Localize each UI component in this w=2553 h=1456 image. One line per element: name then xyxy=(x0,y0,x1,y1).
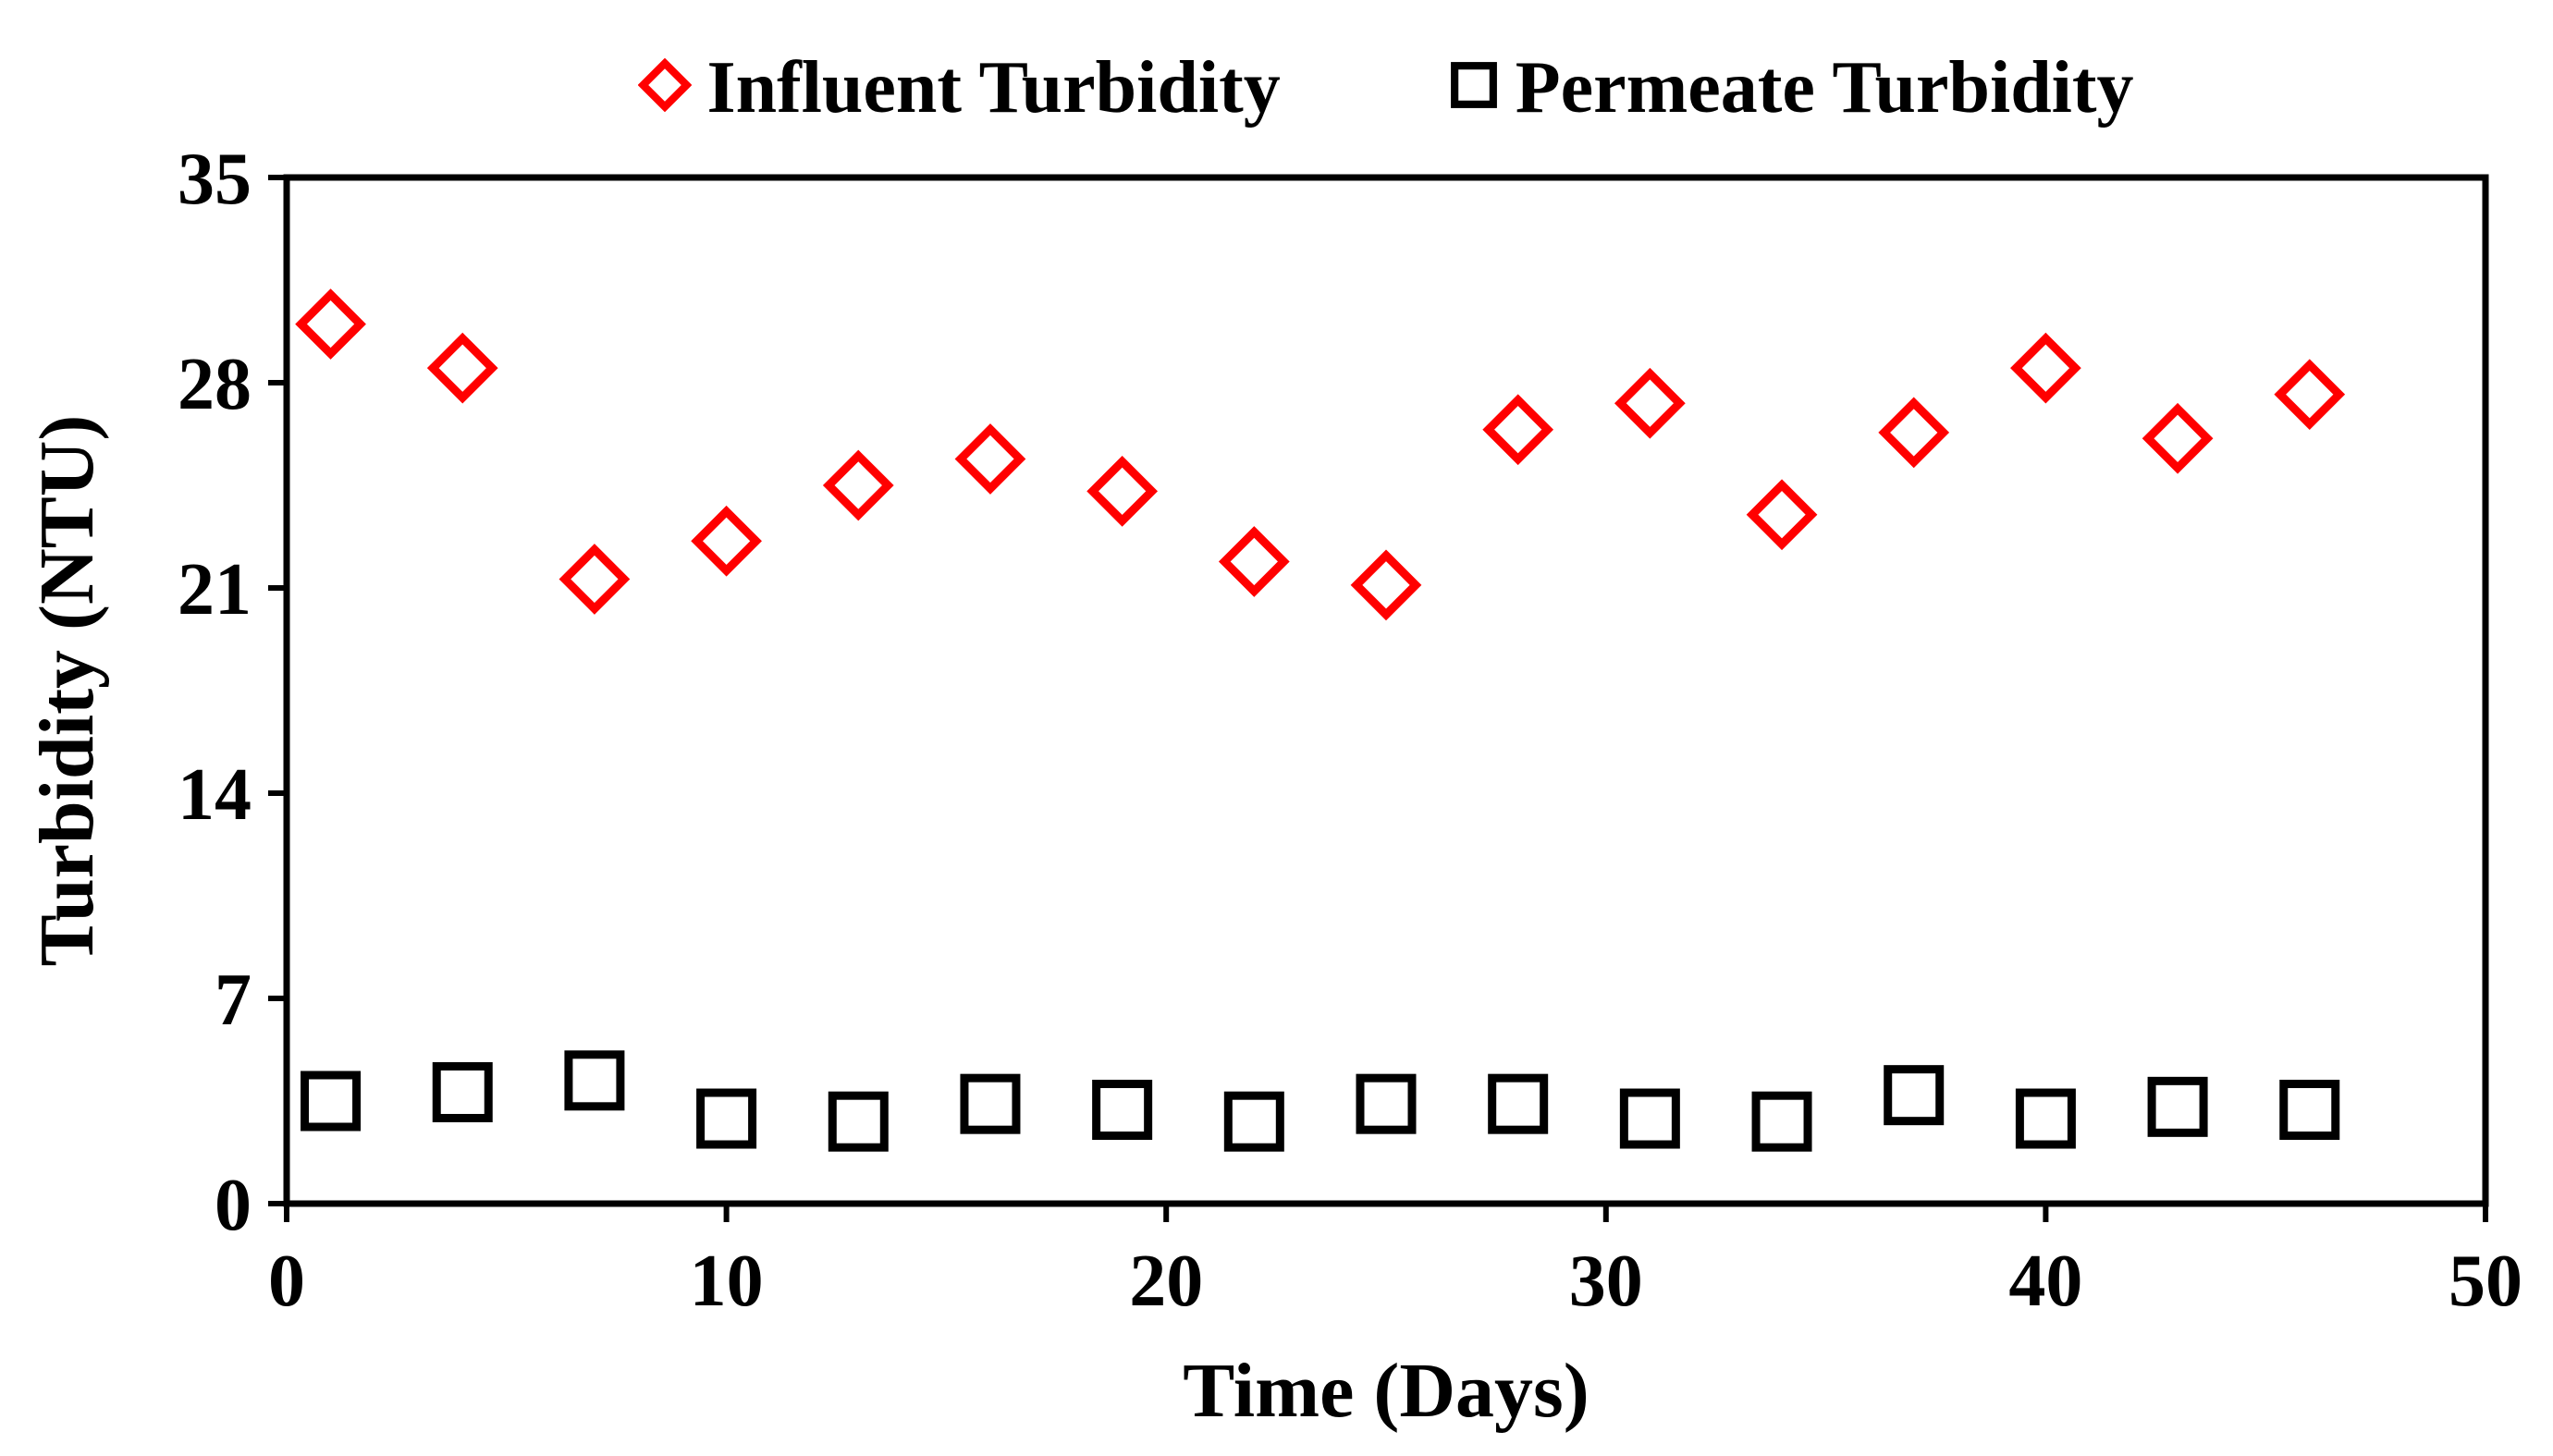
y-tick-label: 35 xyxy=(178,139,252,220)
data-series xyxy=(295,288,2346,1152)
data-point xyxy=(1619,1088,1680,1149)
y-tick-label: 28 xyxy=(178,344,252,425)
data-point xyxy=(1086,455,1159,527)
data-point xyxy=(2279,1080,2340,1141)
legend-diamond-shape xyxy=(638,57,693,113)
data-point xyxy=(1092,1080,1153,1141)
data-point xyxy=(432,1061,493,1122)
legend-item-influent: Influent Turbidity xyxy=(638,47,1281,128)
data-point xyxy=(1878,397,1950,469)
data-point xyxy=(2274,359,2346,431)
data-point xyxy=(2147,1076,2208,1137)
data-point xyxy=(1751,1091,1812,1152)
y-tick-label: 7 xyxy=(215,960,252,1041)
x-tick-label: 50 xyxy=(2449,1241,2522,1322)
x-axis-title: Time (Days) xyxy=(1183,1348,1589,1434)
data-point xyxy=(1614,367,1686,439)
square-marker-icon xyxy=(1447,51,1501,125)
x-tick-label: 0 xyxy=(268,1241,305,1322)
axis-tick-labels: 0 10 20 30 40 50 0 7 14 21 28 35 xyxy=(178,139,2522,1322)
data-point xyxy=(564,1050,625,1111)
plot-area-border xyxy=(283,174,2489,1207)
x-tick-label: 40 xyxy=(2008,1241,2082,1322)
legend-label-permeate: Permeate Turbidity xyxy=(1515,47,2134,128)
data-point xyxy=(301,1071,362,1132)
axis-ticks xyxy=(268,175,2488,1222)
legend-label-influent: Influent Turbidity xyxy=(706,47,1281,128)
diamond-marker-icon xyxy=(638,51,693,125)
x-tick-label: 20 xyxy=(1129,1241,1203,1322)
data-point xyxy=(954,423,1026,495)
data-point xyxy=(828,1091,889,1152)
data-point xyxy=(696,1088,757,1149)
data-point xyxy=(1350,549,1422,621)
data-point xyxy=(295,288,366,360)
legend-square-shape xyxy=(1450,62,1497,108)
data-point xyxy=(2142,402,2214,474)
data-point xyxy=(1223,1091,1284,1152)
series-square xyxy=(301,1050,2340,1152)
legend-item-permeate: Permeate Turbidity xyxy=(1447,51,2134,125)
y-tick-label: 0 xyxy=(215,1165,252,1246)
data-point xyxy=(1218,526,1290,597)
data-point xyxy=(960,1073,1021,1134)
data-point xyxy=(822,449,894,521)
data-point xyxy=(1482,394,1554,466)
x-tick-label: 30 xyxy=(1569,1241,1643,1322)
y-tick-label: 14 xyxy=(178,754,252,836)
data-point xyxy=(1746,479,1818,551)
data-point xyxy=(558,544,631,615)
data-point xyxy=(691,505,762,577)
y-axis-title: Turbidity (NTU) xyxy=(24,415,110,967)
data-point xyxy=(1356,1073,1417,1134)
series-diamond xyxy=(295,288,2346,621)
data-point xyxy=(2015,1088,2076,1149)
data-point xyxy=(1884,1065,1945,1126)
data-point xyxy=(426,332,498,404)
data-point xyxy=(1488,1073,1549,1134)
y-tick-label: 21 xyxy=(178,549,252,630)
chart-legend: Influent Turbidity Permeate Turbidity xyxy=(287,51,2485,125)
x-tick-label: 10 xyxy=(690,1241,764,1322)
data-point xyxy=(2010,332,2081,404)
